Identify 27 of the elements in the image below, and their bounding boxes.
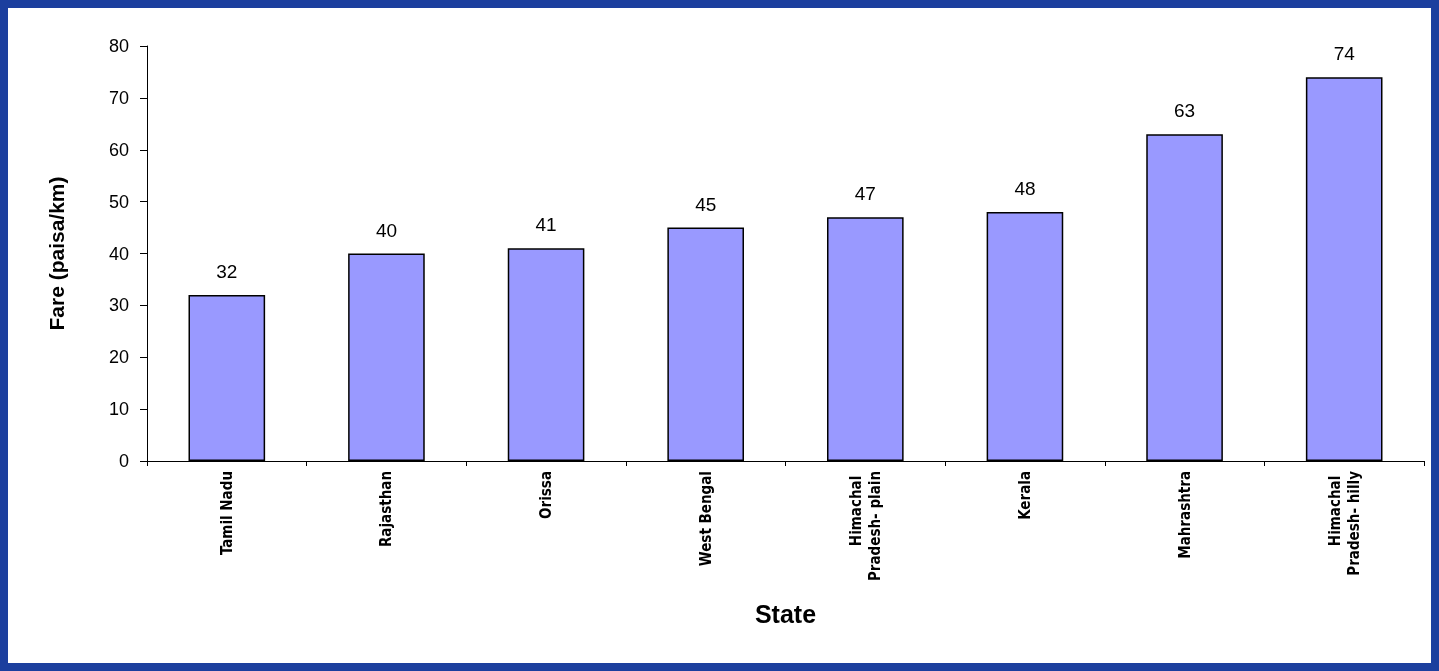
y-axis-title: Fare (paisa/km) — [45, 176, 68, 331]
y-tick-label: 20 — [108, 347, 129, 368]
y-tick-label: 50 — [108, 191, 129, 212]
data-label: 74 — [1333, 43, 1356, 65]
y-tick-label: 0 — [118, 451, 129, 471]
x-tick-label: Himachal Pradesh- plain — [846, 471, 884, 582]
x-tick-label: Himachal Pradesh- hilly — [1325, 470, 1363, 576]
x-tick-label: Kerala — [1015, 471, 1034, 520]
x-tick-label: Tamil Nadu — [217, 471, 236, 556]
x-tick-label: Mahrashtra — [1175, 471, 1194, 559]
x-tick-label: Orissa — [537, 471, 556, 519]
x-tick-label: Rajasthan — [377, 471, 396, 548]
data-label: 47 — [854, 183, 876, 205]
data-label: 63 — [1173, 100, 1196, 122]
data-label: 48 — [1014, 178, 1036, 199]
x-axis-title: State — [754, 599, 817, 628]
data-label: 41 — [535, 214, 557, 236]
y-tick-label: 40 — [108, 243, 129, 264]
y-tick-label: 10 — [108, 399, 129, 420]
y-tick-label: 80 — [108, 36, 129, 56]
y-tick-label: 30 — [108, 295, 129, 316]
y-tick-label: 70 — [108, 87, 129, 108]
x-tick-label: West Bengal — [696, 471, 715, 567]
y-tick-label: 60 — [108, 139, 129, 160]
data-label: 40 — [375, 219, 398, 241]
data-label: 32 — [216, 261, 238, 282]
data-label: 45 — [695, 193, 717, 215]
